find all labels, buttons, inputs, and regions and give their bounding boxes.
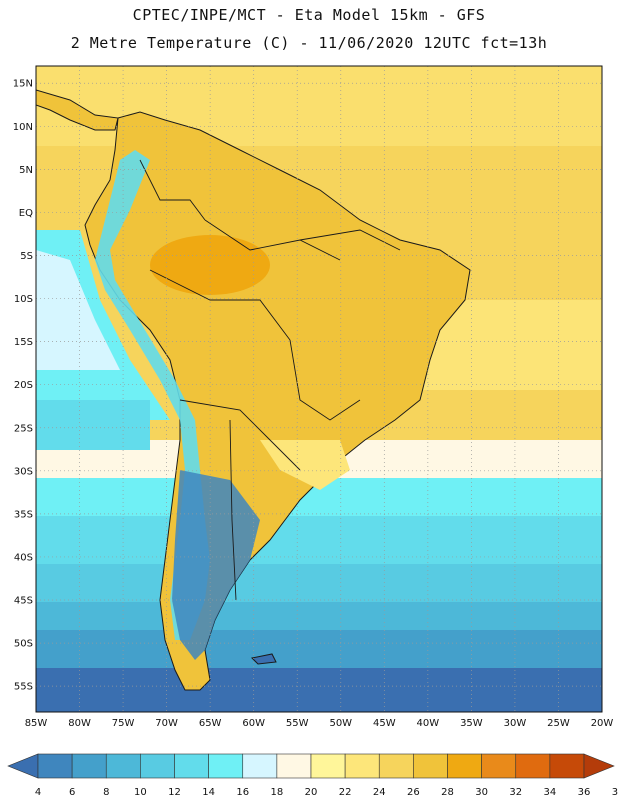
colorbar-swatch: [242, 753, 278, 779]
ocean-band-10: [36, 630, 602, 670]
ocean-band-6: [36, 668, 602, 712]
colorbar-label: 38: [612, 787, 618, 798]
colorbar-swatch: [276, 753, 312, 779]
colorbar-label: 14: [202, 787, 215, 798]
lon-label: 50W: [329, 718, 352, 729]
colorbar-arrow-right: [583, 753, 615, 779]
map-field: [36, 66, 602, 712]
lat-label: EQ: [19, 208, 33, 219]
pacific-coastal-band: [36, 250, 120, 370]
lon-label: 60W: [242, 718, 265, 729]
colorbar-swatch: [344, 753, 380, 779]
ocean-band-14: [36, 564, 602, 604]
lon-label: 80W: [68, 718, 91, 729]
colorbar-label: 4: [35, 787, 41, 798]
lat-label: 10N: [13, 122, 33, 133]
colorbar-label: 8: [103, 787, 109, 798]
colorbar-swatch: [378, 753, 414, 779]
longitude-labels: 85W 80W 75W 70W 65W 60W 55W 50W 45W 40W 35W 30W 25W 2…: [25, 718, 614, 729]
lon-label: 30W: [504, 718, 527, 729]
map-title-line1: CPTEC/INPE/MCT - Eta Model 15km - GFS: [132, 6, 486, 24]
colorbar: 4 6 8 10 12 14 16 18 20 22 24 26 28 30 32 34 36 38: [7, 753, 618, 798]
lat-label: 10S: [14, 294, 33, 305]
lon-label: 40W: [417, 718, 440, 729]
lon-label: 85W: [25, 718, 48, 729]
colorbar-swatch: [174, 753, 209, 779]
colorbar-swatch: [140, 753, 175, 779]
lat-label: 5S: [20, 251, 33, 262]
lat-label: 35S: [14, 509, 33, 520]
lat-label: 20S: [14, 380, 33, 391]
lat-label: 5N: [19, 165, 33, 176]
colorbar-label: 24: [373, 787, 386, 798]
colorbar-label: 20: [305, 787, 318, 798]
amazon-hot-core: [150, 235, 270, 295]
lat-label: 40S: [14, 552, 33, 563]
lat-label: 30S: [14, 466, 33, 477]
colorbar-label: 10: [134, 787, 147, 798]
colorbar-arrow-left: [7, 753, 39, 779]
ocean-band-16: [36, 516, 602, 566]
colorbar-swatch: [37, 753, 73, 779]
falkland-islands: [250, 653, 277, 665]
lon-label: 55W: [286, 718, 309, 729]
colorbar-label: 28: [441, 787, 454, 798]
lon-label: 70W: [155, 718, 178, 729]
colorbar-label: 12: [168, 787, 181, 798]
colorbar-label: 16: [236, 787, 249, 798]
latitude-labels: 15N 10N 5N EQ 5S 10S 15S 20S 25S 30S 35S 40S 45S 50S 5…: [13, 79, 33, 693]
map-title-line2: 2 Metre Temperature (C) - 11/06/2020 12U…: [70, 34, 548, 52]
colorbar-swatch: [310, 753, 346, 779]
lon-label: 25W: [547, 718, 570, 729]
lon-label: 35W: [460, 718, 483, 729]
lat-label: 15S: [14, 337, 33, 348]
colorbar-swatch: [208, 753, 244, 779]
colorbar-label: 26: [407, 787, 420, 798]
lon-label: 20W: [591, 718, 614, 729]
ocean-band-12: [36, 602, 602, 632]
colorbar-label: 36: [578, 787, 591, 798]
colorbar-swatch: [447, 753, 482, 779]
colorbar-swatch: [413, 753, 448, 779]
lon-label: 45W: [373, 718, 396, 729]
lat-label: 50S: [14, 639, 33, 650]
colorbar-swatch: [515, 753, 551, 779]
colorbar-label: 34: [544, 787, 557, 798]
colorbar-label: 30: [475, 787, 488, 798]
colorbar-swatch: [71, 753, 107, 779]
lon-label: 65W: [199, 718, 222, 729]
lat-label: 15N: [13, 79, 33, 90]
lat-label: 55S: [14, 682, 33, 693]
patagonia-cold: [172, 470, 260, 660]
colorbar-swatch: [549, 753, 585, 779]
colorbar-label: 32: [509, 787, 522, 798]
colorbar-swatch: [105, 753, 141, 779]
colorbar-label: 22: [339, 787, 352, 798]
pacific-band-16: [36, 400, 150, 450]
lat-label: 45S: [14, 596, 33, 607]
country-borders: [139, 159, 401, 601]
colorbar-label: 18: [271, 787, 284, 798]
colorbar-label: 6: [69, 787, 75, 798]
lat-label: 25S: [14, 423, 33, 434]
map-frame: [35, 65, 603, 713]
colorbar-swatch: [481, 753, 517, 779]
central-america-land: [36, 89, 119, 131]
lon-label: 75W: [112, 718, 135, 729]
